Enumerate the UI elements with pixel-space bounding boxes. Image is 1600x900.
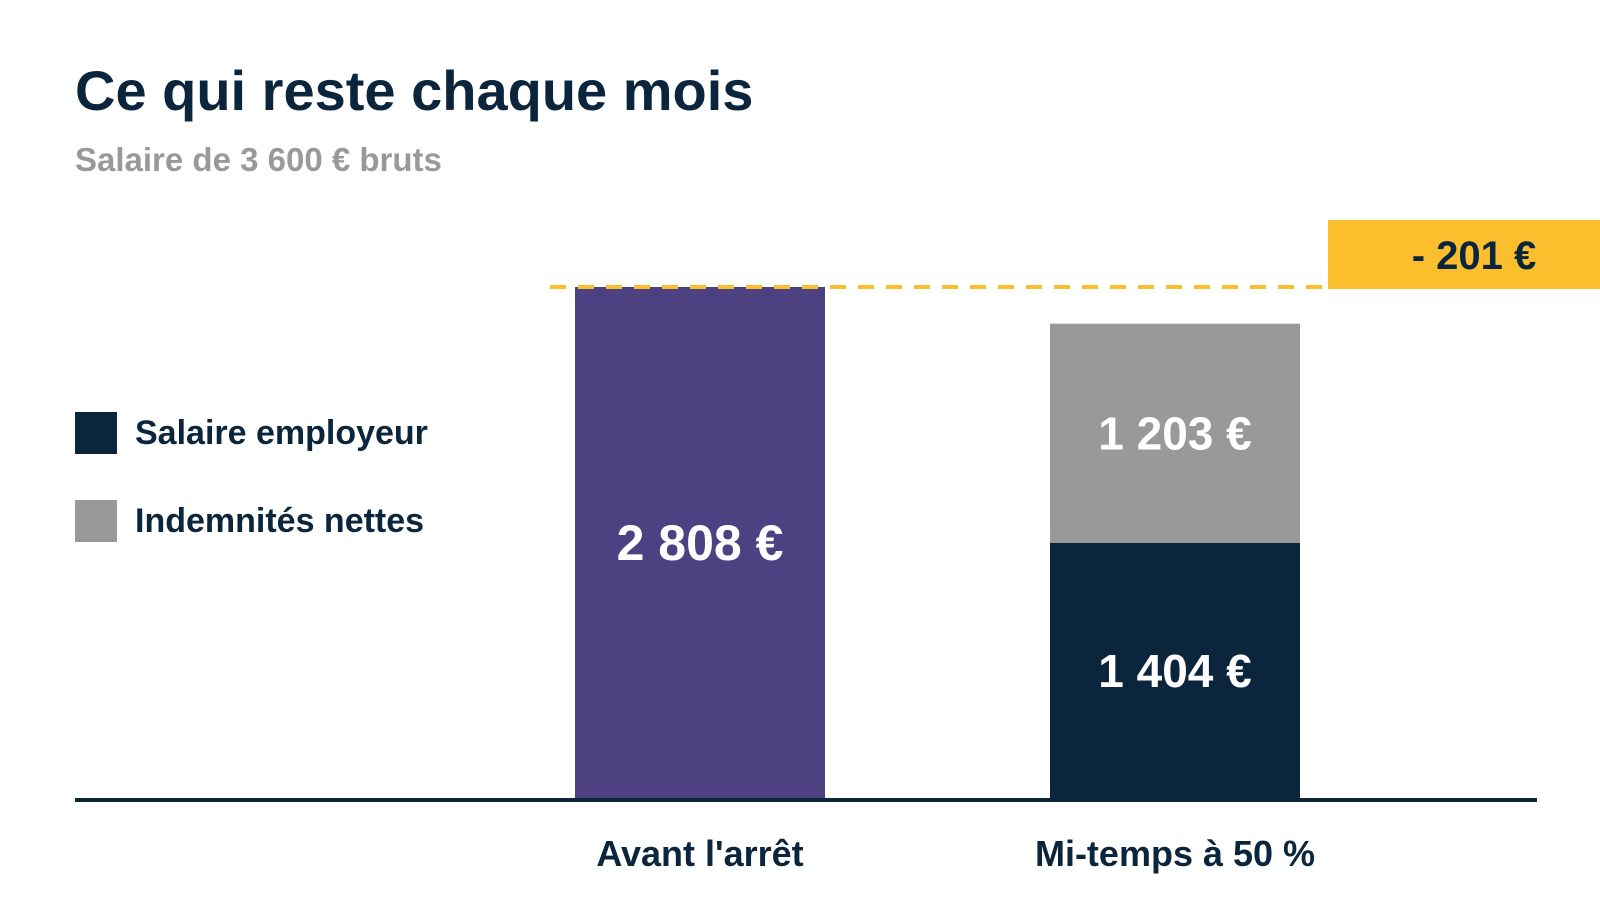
- legend-swatch-indemnites-nettes: [75, 500, 117, 542]
- legend-label-salaire-employeur: Salaire employeur: [135, 413, 428, 452]
- legend-item-indemnites-nettes: Indemnités nettes: [75, 500, 428, 542]
- x-tick-label-1: Mi-temps à 50 %: [1035, 833, 1315, 874]
- bar-label-1-1: 1 404 €: [1098, 645, 1251, 697]
- bar-1-1: [1050, 543, 1300, 799]
- chart-subtitle: Salaire de 3 600 € bruts: [75, 141, 442, 178]
- bar-label-0-0: 2 808 €: [617, 515, 784, 571]
- chart-title: Ce qui reste chaque mois: [75, 59, 754, 122]
- legend-label-indemnites-nettes: Indemnités nettes: [135, 501, 425, 540]
- bar-0-0: [575, 287, 825, 799]
- x-tick-label-0: Avant l'arrêt: [596, 833, 803, 874]
- difference-annotation-box: [1328, 220, 1600, 289]
- legend-item-salaire-employeur: Salaire employeur: [75, 412, 428, 454]
- legend-swatch-salaire-employeur: [75, 412, 117, 454]
- bar-1-2: [1050, 323, 1300, 543]
- legend: Salaire employeur Indemnités nettes: [75, 412, 428, 588]
- difference-annotation-text: - 201 €: [1412, 234, 1537, 278]
- bar-label-1-2: 1 203 €: [1098, 407, 1251, 459]
